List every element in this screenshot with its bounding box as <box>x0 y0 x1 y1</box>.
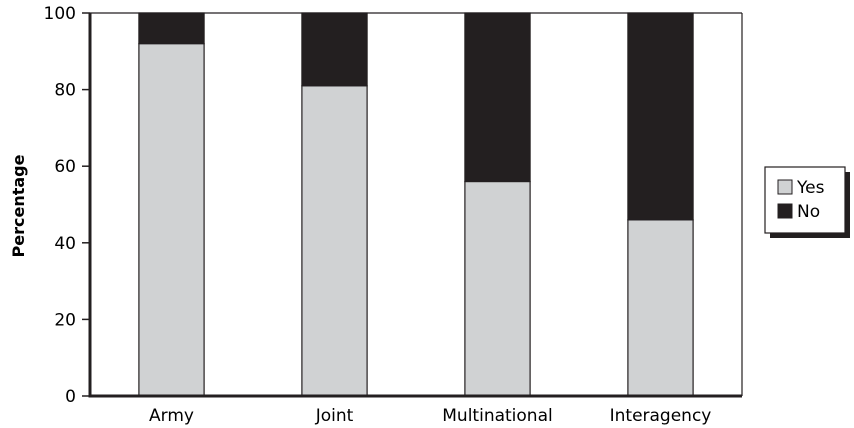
x-tick-label: Interagency <box>610 406 712 426</box>
x-tick-labels-layer: Army Joint Multinational Interagency <box>149 406 711 426</box>
y-tick-label: 20 <box>54 310 76 330</box>
y-tick-label: 0 <box>65 387 76 407</box>
y-ticks-layer: 0 20 40 60 80 100 <box>44 4 90 407</box>
bar-army-no <box>138 12 205 45</box>
bar-multinational-yes <box>464 180 531 397</box>
y-tick-label: 80 <box>54 81 76 101</box>
legend-label-no: No <box>797 202 820 222</box>
y-tick-label: 60 <box>54 157 76 177</box>
y-tick-label: 40 <box>54 234 76 254</box>
bar-army-yes <box>138 43 205 397</box>
legend: Yes No <box>764 166 850 238</box>
y-tick-label: 100 <box>44 4 76 24</box>
bar-multinational-no <box>464 12 531 183</box>
bar-joint-no <box>301 12 368 87</box>
x-tick-label: Multinational <box>442 406 552 426</box>
x-tick-label: Joint <box>315 406 354 426</box>
bar-interagency-yes <box>627 219 694 397</box>
bars-layer <box>138 12 694 397</box>
legend-box <box>764 166 846 234</box>
bar-joint-yes <box>301 85 368 397</box>
x-tick-label: Army <box>149 406 194 426</box>
axes-layer <box>88 12 743 398</box>
legend-swatch-no <box>777 203 793 219</box>
legend-label-yes: Yes <box>796 178 825 198</box>
legend-swatch-yes <box>777 179 793 195</box>
bar-interagency-no <box>627 12 694 221</box>
y-axis-title: Percentage <box>9 154 28 257</box>
